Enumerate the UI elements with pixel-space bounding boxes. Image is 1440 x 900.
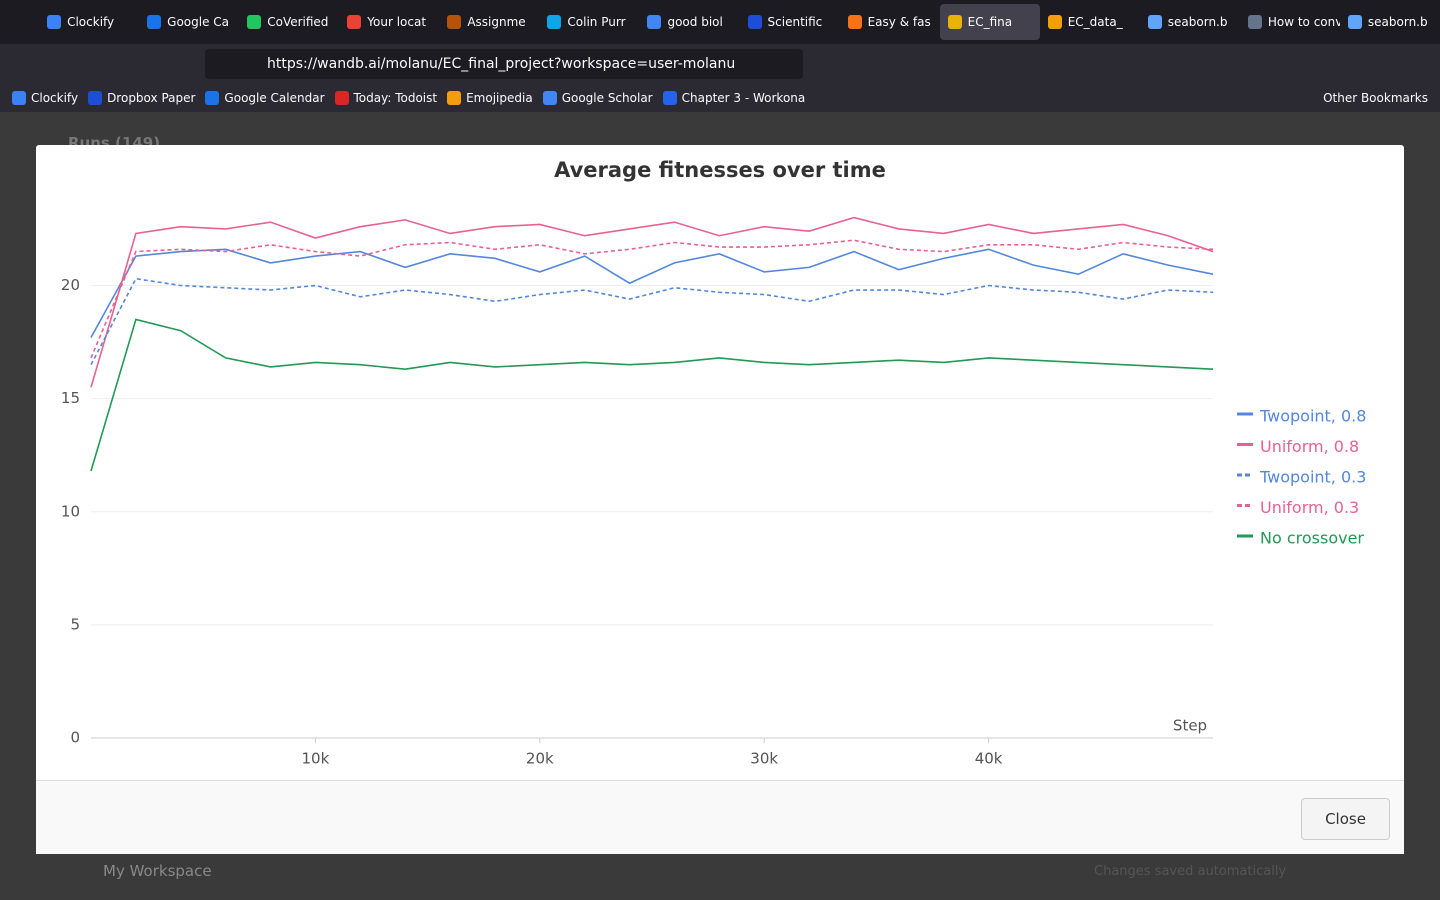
tab-icon (947, 15, 962, 29)
tab-icon (847, 15, 862, 29)
bookmark-label: Google Scholar (561, 91, 653, 105)
tab[interactable]: EC_data_ (1040, 4, 1140, 40)
tab-title: How to conver (1267, 15, 1340, 29)
bookmark[interactable]: Dropbox Paper (88, 91, 195, 105)
tab-title: seaborn.b (1167, 15, 1228, 29)
bookmark-icon (447, 91, 462, 105)
tab-icon (1147, 15, 1162, 29)
legend-label: Uniform, 0.3 (1260, 498, 1359, 517)
bookmark-icon (12, 91, 26, 105)
saved-status: Changes saved automatically (1094, 864, 1287, 879)
tab-title: EC_data_ (1067, 15, 1123, 29)
tab[interactable]: Colin Purr (539, 4, 639, 40)
bookmarks-bar: Other Bookmarks Clockify Dropbox Paper Goo… (0, 84, 1440, 112)
series-line (90, 248, 1214, 338)
bookmark-icon (542, 91, 557, 105)
bookmark-label: Dropbox Paper (107, 91, 196, 105)
modal-footer: Close (36, 780, 1404, 854)
tab-title: Easy & fas (867, 15, 931, 29)
tab-bar: Clockify Google Ca CoVerified Your locat Ass… (0, 0, 1440, 44)
bookmark-icon (205, 91, 220, 105)
tab-title: Colin Purr (567, 15, 626, 29)
y-tick-label: 0 (70, 729, 80, 747)
tab-icon (347, 15, 362, 29)
tab[interactable]: How to conver (1240, 4, 1340, 40)
x-tick-label: 10k (302, 750, 330, 768)
tab-icon (447, 15, 462, 29)
tab-icon (547, 15, 562, 29)
x-tick-label: 30k (750, 750, 778, 768)
tab-icon (47, 15, 62, 29)
bookmark-label: Clockify (31, 91, 79, 105)
tab-title: Scientific (767, 15, 823, 29)
y-tick-label: 15 (61, 389, 80, 407)
series-line (90, 239, 1214, 359)
url-bar[interactable]: https://wandb.ai/molanu/EC_final_project… (205, 49, 803, 79)
bookmark-label: Emojipedia (466, 91, 533, 105)
tab[interactable]: Your locat (339, 4, 439, 40)
tab[interactable]: Scientific (740, 4, 840, 40)
chart: Average fitnesses over time 0 5 10 15 20 10k 20… (61, 158, 1367, 768)
series-line (90, 216, 1214, 388)
series-line (90, 318, 1214, 472)
tab[interactable]: Clockify (39, 4, 139, 40)
tab-icon (247, 15, 262, 29)
bookmark-label: Today: Todoist (353, 91, 438, 105)
bookmark-icon (88, 91, 103, 105)
modal: Average fitnesses over time 0 5 10 15 20 10k 20… (36, 145, 1404, 854)
bookmark[interactable]: Today: Todoist (334, 91, 438, 105)
tab-icon (1047, 15, 1062, 29)
x-tick-label: 20k (526, 750, 554, 768)
tab-icon (1247, 15, 1262, 29)
tab-icon (1347, 15, 1362, 29)
y-tick-label: 10 (61, 502, 80, 520)
tab[interactable]: Assignme (439, 4, 539, 40)
tab[interactable]: Easy & fas (840, 4, 940, 40)
y-tick-label: 5 (70, 615, 80, 633)
tab-title: good biol (667, 15, 723, 29)
tab-icon (147, 15, 162, 29)
tab[interactable]: CoVerified (239, 4, 339, 40)
close-button[interactable]: Close (1301, 798, 1390, 840)
tab[interactable]: good biol (639, 4, 739, 40)
bookmark-label: Chapter 3 - Workona (681, 91, 806, 105)
tab-title: Google Ca (167, 15, 230, 29)
workspace-label: My Workspace (103, 862, 212, 880)
chart-title: Average fitnesses over time (554, 158, 886, 182)
firefox-menu (0, 12, 39, 32)
bookmark[interactable]: Emojipedia (447, 91, 533, 105)
y-tick-label: 20 (61, 276, 80, 294)
tab-title: seaborn.b (1367, 15, 1428, 29)
bookmark[interactable]: Google Calendar (205, 91, 325, 105)
x-tick-label: 40k (975, 750, 1003, 768)
bookmark[interactable]: Clockify (12, 91, 78, 105)
bookmark[interactable]: Google Scholar (542, 91, 653, 105)
bookmark-icon (334, 91, 349, 105)
tab-title: Assignme (467, 15, 526, 29)
tab-title: Your locat (367, 15, 427, 29)
series-line (90, 277, 1214, 366)
tab[interactable]: Google Ca (139, 4, 239, 40)
nav-bar: https://wandb.ai/molanu/EC_final_project… (0, 44, 1440, 84)
legend-label: No crossover (1260, 529, 1364, 548)
bookmark-icon (662, 91, 677, 105)
x-axis-label: Step (1173, 717, 1207, 735)
tab[interactable]: seaborn.b (1340, 4, 1440, 40)
tab[interactable]: EC_fina (939, 4, 1040, 40)
tab-title: EC_fina (967, 15, 1013, 29)
other-bookmarks[interactable]: Other Bookmarks (1323, 91, 1428, 105)
tab-icon (647, 15, 662, 29)
tab-icon (747, 15, 762, 29)
legend-label: Twopoint, 0.3 (1259, 468, 1366, 487)
tab-title: Clockify (67, 15, 115, 29)
tab[interactable]: seaborn.b (1140, 4, 1240, 40)
bookmark-label: Google Calendar (224, 91, 325, 105)
tab-title: CoVerified (267, 15, 329, 29)
legend-label: Uniform, 0.8 (1260, 437, 1359, 456)
legend-label: Twopoint, 0.8 (1259, 407, 1366, 426)
bookmark[interactable]: Chapter 3 - Workona (662, 91, 806, 105)
